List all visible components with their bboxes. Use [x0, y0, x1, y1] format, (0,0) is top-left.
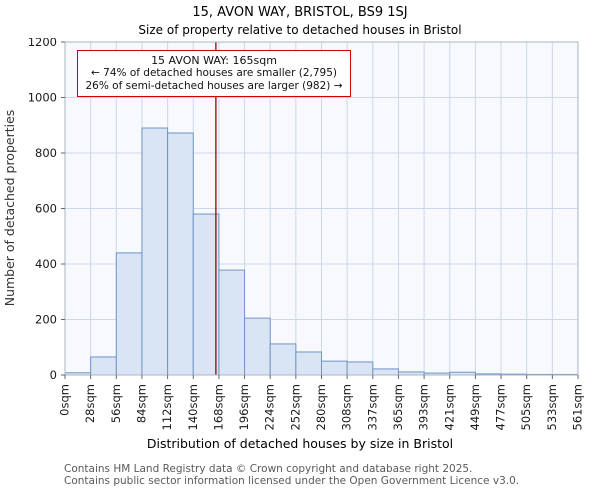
y-tick-label: 800 [35, 146, 57, 160]
histogram-bar [141, 127, 169, 376]
chart-title: 15, AVON WAY, BRISTOL, BS9 1SJ [192, 5, 408, 20]
annotation-line-2: ← 74% of detached houses are smaller (2,… [91, 67, 337, 79]
x-tick-label: 393sqm [417, 384, 431, 430]
histogram-bar [372, 368, 399, 376]
x-tick-label: 337sqm [365, 384, 379, 430]
x-tick-label: 28sqm [83, 384, 97, 423]
x-tick-label: 56sqm [109, 384, 123, 423]
x-tick-labels: 0sqm 28sqm 56sqm 84sqm 112sqm 140sqm 168sqm 196… [58, 384, 585, 430]
histogram-bar [346, 361, 374, 376]
axis-ticks [61, 41, 579, 379]
x-tick-label: 308sqm [340, 384, 354, 430]
x-tick-label: 112sqm [160, 384, 174, 430]
footer: Contains HM Land Registry data © Crown c… [64, 463, 594, 487]
x-tick-label: 421sqm [442, 384, 456, 430]
x-tick-label: 280sqm [314, 384, 328, 430]
annotation-box: 15 AVON WAY: 165sqm ← 74% of detached ho… [77, 50, 351, 97]
histogram-bars [64, 127, 579, 376]
histogram-bar [192, 213, 220, 376]
x-tick-label: 449sqm [468, 384, 482, 430]
footer-line-1: Contains HM Land Registry data © Crown c… [64, 463, 473, 475]
x-tick-label: 196sqm [237, 384, 251, 430]
histogram-bar [218, 269, 246, 376]
chart-subtitle: Size of property relative to detached ho… [138, 23, 462, 37]
histogram-bar [115, 252, 143, 376]
annotation-line-3: 26% of semi-detached houses are larger (… [85, 79, 343, 92]
footer-line-2: Contains public sector information licen… [64, 474, 520, 487]
histogram-bar [90, 356, 117, 376]
y-tick-label: 600 [35, 202, 57, 216]
x-tick-label: 561sqm [571, 384, 585, 430]
x-tick-label: 0sqm [58, 384, 72, 416]
histogram-bar [167, 132, 194, 376]
y-tick-label: 1000 [28, 91, 57, 105]
y-tick-label: 0 [50, 368, 57, 382]
x-tick-label: 140sqm [186, 384, 200, 430]
x-tick-label: 505sqm [519, 384, 533, 430]
x-tick-label: 224sqm [263, 384, 277, 430]
histogram-bar [321, 360, 348, 376]
x-tick-label: 365sqm [391, 384, 405, 430]
y-tick-labels: 0 200 400 600 800 1000 1200 [28, 38, 57, 382]
annotation-line-1: 15 AVON WAY: 165sqm [151, 54, 277, 67]
histogram-bar [295, 351, 323, 376]
x-axis-label: Distribution of detached houses by size … [146, 436, 454, 451]
x-tick-label: 533sqm [545, 384, 559, 430]
y-tick-label: 1200 [28, 38, 57, 49]
histogram-bar [244, 317, 271, 376]
x-tick-label: 477sqm [494, 384, 508, 430]
y-tick-label: 400 [35, 257, 57, 271]
y-axis-label: Number of detached properties [2, 110, 17, 307]
x-tick-label: 168sqm [211, 384, 225, 430]
histogram-plot: 0 200 400 600 800 1000 1200 0sqm 28sqm 56sqm 84sq… [2, 38, 585, 430]
y-tick-label: 200 [35, 313, 57, 327]
histogram-bar [269, 343, 297, 376]
x-tick-label: 252sqm [288, 384, 302, 430]
x-tick-label: 84sqm [134, 384, 148, 423]
